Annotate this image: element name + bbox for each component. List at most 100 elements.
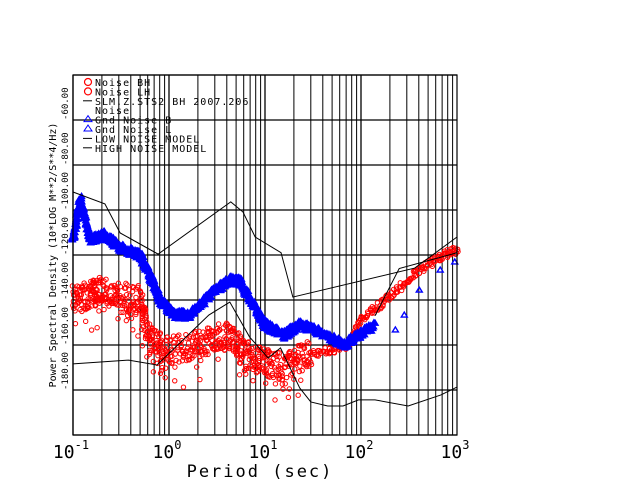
data-point-noise-bh bbox=[158, 367, 165, 374]
legend-label: Noise bbox=[95, 106, 130, 117]
data-point-noise-bh bbox=[137, 288, 143, 294]
x-tick-label: 100 bbox=[153, 438, 182, 463]
data-point-gnd-noise-l bbox=[450, 257, 459, 265]
data-point-noise-bh bbox=[139, 343, 146, 349]
data-point-noise-bh bbox=[203, 337, 210, 344]
data-point-noise-bh bbox=[273, 367, 279, 373]
data-point-gnd-noise-l bbox=[415, 285, 424, 293]
data-point-noise-bh bbox=[199, 352, 205, 358]
data-point-noise-bh bbox=[142, 307, 149, 313]
data-point-noise-bh bbox=[72, 320, 79, 327]
data-point-noise-bh bbox=[253, 350, 259, 356]
data-point-noise-bh bbox=[279, 381, 286, 387]
data-point-noise-bh bbox=[236, 372, 243, 378]
data-point-noise-bh bbox=[103, 276, 109, 283]
data-point-noise-bh bbox=[155, 352, 161, 359]
data-point-noise-bh bbox=[331, 350, 338, 356]
data-point-noise-bh bbox=[116, 302, 122, 309]
series-line-low-noise-model bbox=[72, 301, 458, 407]
data-point-noise-bh bbox=[250, 358, 257, 365]
model-lines bbox=[72, 191, 458, 407]
data-point-noise-bh bbox=[279, 371, 285, 377]
data-point-noise-bh bbox=[89, 303, 95, 309]
legend-label: LOW NOISE MODEL bbox=[95, 134, 200, 145]
x-tick-label: 101 bbox=[249, 438, 278, 463]
data-point-noise-bh bbox=[200, 334, 206, 341]
data-point-noise-bh bbox=[283, 374, 290, 381]
data-point-noise-bh bbox=[82, 298, 88, 305]
data-point-noise-bh bbox=[280, 386, 286, 392]
data-point-noise-bh bbox=[204, 348, 210, 355]
data-point-noise-bh bbox=[221, 347, 228, 353]
y-tick-label: -120.00 bbox=[61, 217, 71, 255]
data-point-noise-bh bbox=[114, 287, 121, 294]
data-point-noise-bh bbox=[69, 283, 76, 289]
data-point-noise-bh bbox=[93, 286, 99, 292]
data-point-noise-bh bbox=[159, 364, 165, 371]
data-point-noise-bh bbox=[215, 321, 222, 327]
data-point-noise-bh bbox=[191, 344, 198, 350]
data-point-noise-bh bbox=[198, 357, 204, 364]
data-point-noise-bh bbox=[360, 315, 366, 321]
x-tick-label: 102 bbox=[345, 438, 374, 463]
data-point-noise-bh bbox=[245, 339, 251, 346]
data-point-noise-bh bbox=[94, 324, 100, 331]
data-point-noise-bh bbox=[304, 339, 310, 345]
data-point-noise-bh bbox=[157, 331, 163, 337]
data-point-noise-bh bbox=[297, 355, 303, 361]
data-point-noise-bh bbox=[193, 364, 200, 370]
data-point-noise-bh bbox=[101, 306, 107, 313]
data-point-noise-bh bbox=[226, 344, 232, 350]
data-point-noise-bh bbox=[157, 370, 164, 377]
data-point-noise-bh bbox=[204, 325, 211, 331]
data-point-noise-bh bbox=[289, 370, 295, 377]
data-point-noise-bh bbox=[240, 354, 246, 360]
data-point-noise-bh bbox=[178, 342, 185, 349]
y-tick-label: -100.00 bbox=[61, 172, 71, 210]
data-point-noise-bh bbox=[144, 354, 150, 360]
legend-label: Noise BH bbox=[95, 78, 151, 89]
y-tick-label: -80.00 bbox=[61, 132, 71, 165]
x-ticks: 10-1 100 101 102 103 bbox=[53, 438, 470, 463]
data-point-noise-bh bbox=[223, 320, 230, 326]
data-point-noise-bh bbox=[272, 381, 279, 387]
data-point-noise-bh bbox=[96, 308, 102, 314]
data-point-noise-bh bbox=[276, 354, 282, 360]
data-point-noise-bh bbox=[306, 356, 313, 362]
data-point-noise-bh bbox=[88, 327, 95, 333]
data-point-noise-bh bbox=[149, 332, 156, 339]
data-point-noise-bh bbox=[128, 315, 135, 322]
plot-frame bbox=[72, 74, 458, 436]
data-point-noise-bh bbox=[197, 338, 204, 344]
data-point-noise-bh bbox=[169, 360, 175, 366]
data-point-noise-bh bbox=[390, 293, 396, 300]
data-point-noise-bh bbox=[115, 316, 121, 322]
data-point-noise-bh bbox=[299, 367, 305, 374]
legend-circle-icon bbox=[83, 87, 93, 96]
data-point-noise-bh bbox=[153, 328, 159, 334]
data-point-noise-bh bbox=[118, 309, 124, 316]
data-point-gnd-noise-b bbox=[72, 213, 81, 221]
legend-label: HIGH NOISE MODEL bbox=[95, 144, 207, 155]
data-point-gnd-noise-b bbox=[200, 300, 210, 308]
data-point-noise-bh bbox=[123, 291, 130, 298]
data-point-noise-bh bbox=[273, 372, 280, 379]
data-point-noise-bh bbox=[144, 321, 151, 327]
y-tick-label: -180.00 bbox=[61, 352, 71, 390]
data-point-noise-bh bbox=[296, 368, 303, 375]
data-point-noise-bh bbox=[157, 358, 164, 365]
data-point-noise-bh bbox=[306, 340, 312, 347]
data-point-noise-bh bbox=[176, 359, 182, 365]
data-point-noise-bh bbox=[134, 284, 141, 290]
data-point-noise-bh bbox=[286, 386, 293, 392]
data-point-gnd-noise-b bbox=[329, 332, 339, 340]
data-point-noise-bh bbox=[120, 309, 126, 316]
data-point-noise-bh bbox=[295, 392, 301, 398]
data-point-noise-bh bbox=[269, 361, 275, 367]
x-axis-title: Period (sec) bbox=[187, 462, 334, 480]
data-point-noise-bh bbox=[317, 348, 324, 354]
data-point-noise-bh bbox=[173, 357, 179, 364]
data-point-noise-bh bbox=[416, 270, 422, 276]
